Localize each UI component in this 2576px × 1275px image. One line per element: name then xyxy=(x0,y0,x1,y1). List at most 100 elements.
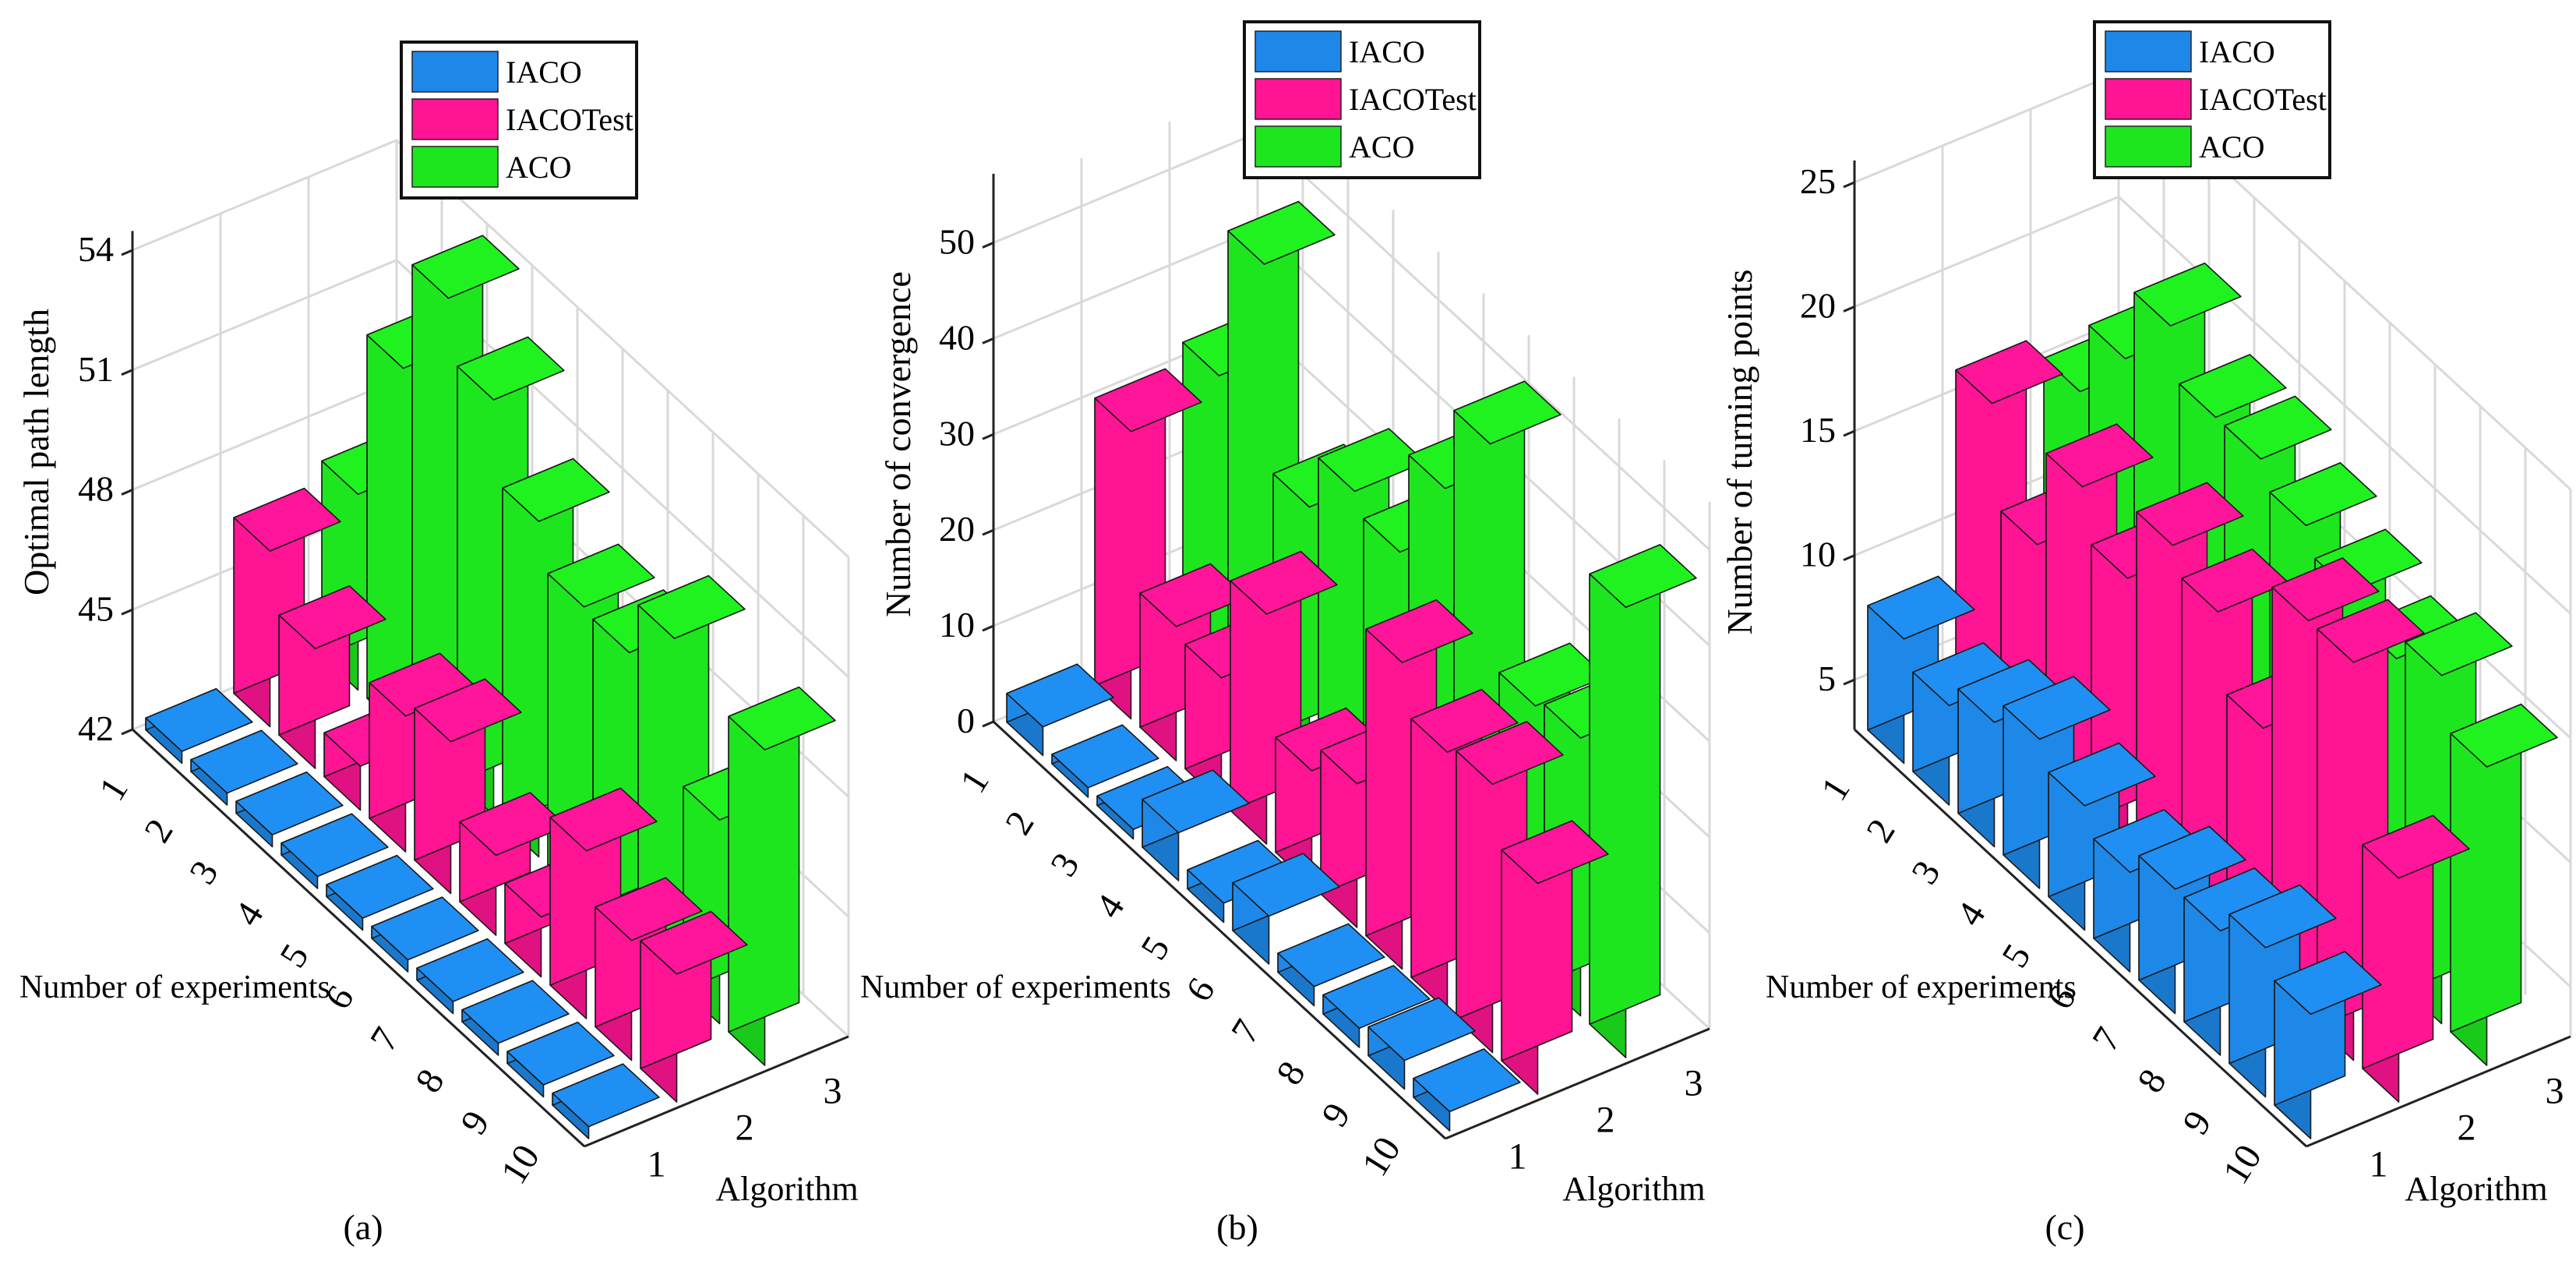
x-tick-label: 7 xyxy=(362,1020,408,1058)
bars xyxy=(145,235,836,1139)
y-tick-label: 1 xyxy=(1509,1136,1527,1178)
z-tick-label: 45 xyxy=(78,588,114,628)
legend-label: ACO xyxy=(1349,129,1414,164)
x-tick-label: 8 xyxy=(2130,1062,2175,1100)
z-tick-label: 30 xyxy=(939,413,975,453)
bar-iaco-exp-9 xyxy=(506,1021,615,1098)
x-axis-title: Number of experiments xyxy=(19,969,330,1005)
legend-label: IACO xyxy=(1349,34,1425,69)
legend-swatch-iacotest xyxy=(1254,78,1342,120)
bar-iaco-exp-5 xyxy=(326,854,434,931)
y-tick-label: 2 xyxy=(736,1107,754,1149)
bar-iacotest-exp-5 xyxy=(414,678,522,895)
bar-iaco-exp-5 xyxy=(1187,839,1295,924)
bar-iaco-exp-10 xyxy=(552,1063,660,1139)
x-tick-label: 10 xyxy=(2215,1138,2270,1192)
y-tick-label: 1 xyxy=(2370,1144,2388,1185)
z-axis-title: Optimal path length xyxy=(16,309,56,595)
x-tick-label: 3 xyxy=(182,853,227,891)
x-tick-label: 1 xyxy=(1813,770,1858,807)
z-axis-title: Number of turning points xyxy=(1720,270,1759,635)
z-tick-label: 20 xyxy=(1800,286,1836,326)
y-tick-label: 1 xyxy=(648,1144,666,1185)
legend-label: IACO xyxy=(506,55,582,90)
y-tick-label: 2 xyxy=(2458,1107,2476,1149)
y-axis-title: Algorithm xyxy=(2405,1170,2547,1208)
z-tick-label: 10 xyxy=(939,605,975,645)
legend-label: ACO xyxy=(2199,129,2264,164)
x-tick-label: 2 xyxy=(1858,812,1904,849)
x-tick-label: 7 xyxy=(2084,1020,2130,1058)
bar-iaco-exp-6 xyxy=(1232,853,1340,965)
x-tick-label: 1 xyxy=(952,762,997,800)
bar-iacotest-exp-10 xyxy=(2362,814,2470,1103)
panel-caption: (b) xyxy=(1216,1207,1258,1247)
z-tick-label: 25 xyxy=(1800,161,1836,201)
legend: IACO IACOTest ACO xyxy=(2093,20,2331,179)
legend-swatch-aco xyxy=(2105,125,2192,168)
x-tick-label: 10 xyxy=(493,1138,548,1192)
legend-swatch-iacotest xyxy=(2105,78,2192,120)
x-tick-label: 4 xyxy=(1088,888,1133,925)
bar-iaco-exp-3 xyxy=(1957,659,2066,848)
bar-iaco-exp-10 xyxy=(1413,1048,1521,1132)
x-tick-label: 9 xyxy=(1314,1096,1359,1133)
z-tick-label: 20 xyxy=(939,509,975,549)
bar-iaco-exp-4 xyxy=(281,813,389,889)
bar-iaco-exp-2 xyxy=(1051,724,1159,798)
z-tick-label: 48 xyxy=(78,469,114,509)
bar-iacotest-exp-10 xyxy=(1501,820,1609,1095)
bar-iaco-exp-2 xyxy=(190,729,298,806)
y-tick-label: 2 xyxy=(1597,1100,1615,1141)
x-axis-title: Number of experiments xyxy=(860,969,1171,1005)
z-tick-label: 0 xyxy=(957,701,975,740)
y-axis-title: Algorithm xyxy=(1562,1170,1705,1208)
bar-iaco-exp-10 xyxy=(2274,951,2382,1139)
x-tick-label: 9 xyxy=(453,1104,498,1141)
bar-iaco-exp-1 xyxy=(145,687,253,765)
legend-label: IACOTest xyxy=(506,102,633,137)
bar-iaco-exp-7 xyxy=(416,938,524,1015)
x-tick-label: 2 xyxy=(136,812,182,849)
z-tick-label: 15 xyxy=(1800,410,1836,450)
bar-iacotest-exp-6 xyxy=(459,792,567,936)
z-tick-label: 54 xyxy=(78,229,114,269)
x-tick-label: 2 xyxy=(997,804,1043,842)
panel-caption: (c) xyxy=(2045,1207,2084,1247)
legend-swatch-iaco xyxy=(2105,30,2192,72)
bar-iaco-exp-9 xyxy=(2228,884,2337,1098)
legend-label: IACOTest xyxy=(1349,82,1477,117)
z-tick-label: 10 xyxy=(1800,535,1836,574)
bar-aco-exp-10 xyxy=(2450,703,2558,1066)
legend: IACO IACOTest ACO xyxy=(1243,20,1481,179)
bars xyxy=(1867,262,2558,1139)
legend-label: IACO xyxy=(2199,34,2275,69)
legend-swatch-aco xyxy=(411,146,499,188)
y-tick-label: 3 xyxy=(2546,1071,2564,1112)
x-axis-title: Number of experiments xyxy=(1766,969,2077,1005)
panel-caption: (a) xyxy=(343,1207,383,1247)
bar-iacotest-exp-2 xyxy=(278,585,386,769)
bar-aco-exp-10 xyxy=(1589,544,1697,1058)
bar-iaco-exp-9 xyxy=(1367,997,1476,1090)
x-tick-label: 8 xyxy=(408,1062,453,1100)
x-tick-label: 6 xyxy=(1178,971,1223,1008)
bar-iaco-exp-4 xyxy=(1142,769,1250,881)
x-tick-label: 1 xyxy=(91,770,136,807)
z-tick-label: 5 xyxy=(1818,659,1836,698)
x-tick-label: 4 xyxy=(227,895,272,933)
legend-swatch-iacotest xyxy=(411,98,499,140)
z-tick-label: 40 xyxy=(939,317,975,357)
x-tick-label: 10 xyxy=(1354,1130,1409,1184)
y-tick-label: 3 xyxy=(824,1071,842,1112)
x-tick-label: 3 xyxy=(1904,853,1949,891)
x-tick-label: 4 xyxy=(1949,895,1994,933)
y-axis-title: Algorithm xyxy=(715,1170,858,1208)
legend-swatch-iaco xyxy=(1254,30,1342,72)
x-tick-label: 5 xyxy=(1133,929,1178,966)
bars xyxy=(1006,200,1697,1132)
x-tick-label: 3 xyxy=(1043,846,1088,883)
